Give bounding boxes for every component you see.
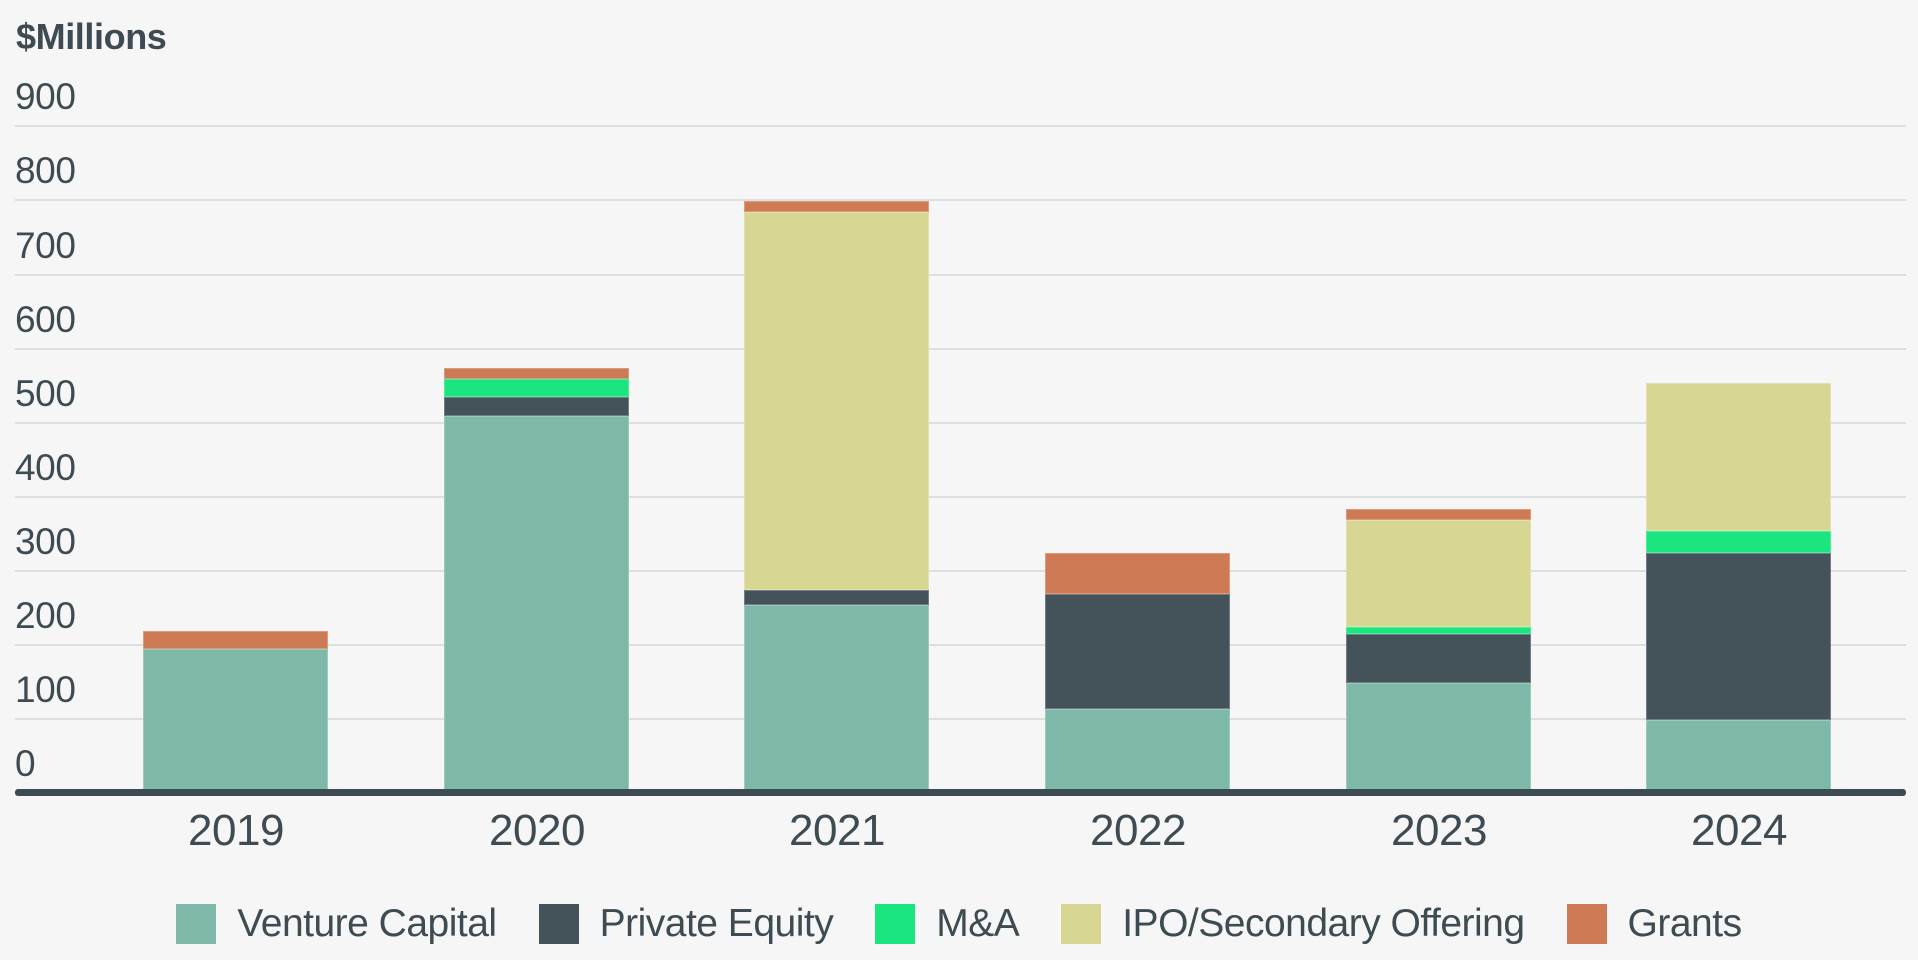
y-gridline-400 (15, 496, 1906, 498)
bar-segment-grants-2020[interactable] (444, 367, 629, 379)
bar-segment-m-a-2020[interactable] (444, 378, 629, 398)
bar-segment-grants-2021[interactable] (744, 201, 929, 213)
y-gridline-100 (15, 718, 1906, 720)
legend-label-ipo-secondary-offering: IPO/Secondary Offering (1122, 902, 1525, 945)
y-axis-title: $Millions (16, 16, 167, 57)
y-gridline-800 (15, 199, 1906, 201)
bar-segment-venture-capital-2022[interactable] (1045, 708, 1230, 790)
legend-item-venture-capital[interactable]: Venture Capital (176, 902, 497, 946)
bar-segment-ipo-secondary-offering-2024[interactable] (1646, 382, 1831, 531)
bar-segment-private-equity-2021[interactable] (744, 590, 929, 605)
legend-item-grants[interactable]: Grants (1566, 902, 1743, 946)
bar-segment-private-equity-2022[interactable] (1045, 593, 1230, 709)
x-tick-label-2022: 2022 (1090, 806, 1186, 855)
legend-swatch-venture-capital (176, 904, 217, 944)
x-tick-label-2023: 2023 (1391, 806, 1487, 855)
y-tick-label-700: 700 (15, 225, 76, 266)
bar-segment-private-equity-2023[interactable] (1346, 634, 1531, 683)
y-tick-label-200: 200 (15, 595, 76, 636)
y-tick-label-0: 0 (15, 743, 36, 784)
bar-segment-private-equity-2024[interactable] (1646, 552, 1831, 720)
y-tick-label-800: 800 (15, 150, 76, 191)
legend-swatch-private-equity (538, 904, 579, 944)
y-tick-label-600: 600 (15, 299, 76, 340)
bar-segment-venture-capital-2023[interactable] (1346, 682, 1531, 790)
y-tick-label-500: 500 (15, 373, 76, 414)
y-tick-label-100: 100 (15, 669, 76, 710)
legend-label-grants: Grants (1627, 902, 1743, 945)
y-tick-label-400: 400 (15, 447, 76, 488)
bar-segment-venture-capital-2020[interactable] (444, 415, 629, 790)
bar-segment-ipo-secondary-offering-2023[interactable] (1346, 519, 1531, 628)
y-tick-label-900: 900 (15, 76, 76, 117)
x-axis-line (15, 789, 1906, 796)
bar-segment-grants-2022[interactable] (1045, 552, 1230, 594)
y-gridline-900 (15, 125, 1906, 127)
x-tick-label-2024: 2024 (1691, 806, 1787, 855)
y-gridline-500 (15, 422, 1906, 424)
y-gridline-200 (15, 644, 1906, 646)
legend-swatch-ipo-secondary-offering (1061, 904, 1102, 944)
legend-swatch-grants (1566, 904, 1607, 944)
legend-swatch-m-a (875, 904, 916, 944)
bar-segment-ipo-secondary-offering-2021[interactable] (744, 212, 929, 590)
bar-segment-venture-capital-2019[interactable] (143, 649, 328, 790)
y-gridline-700 (15, 274, 1906, 276)
y-gridline-600 (15, 348, 1906, 350)
bar-segment-m-a-2024[interactable] (1646, 530, 1831, 553)
bar-segment-venture-capital-2021[interactable] (744, 604, 929, 790)
bar-segment-grants-2023[interactable] (1346, 508, 1531, 520)
bar-segment-grants-2019[interactable] (143, 630, 328, 650)
legend-item-private-equity[interactable]: Private Equity (538, 902, 834, 946)
bar-segment-venture-capital-2024[interactable] (1646, 719, 1831, 790)
y-tick-label-300: 300 (15, 521, 76, 562)
legend-item-ipo-secondary-offering[interactable]: IPO/Secondary Offering (1061, 902, 1525, 946)
x-tick-label-2021: 2021 (789, 806, 885, 855)
x-tick-label-2020: 2020 (489, 806, 585, 855)
x-tick-label-2019: 2019 (188, 806, 284, 855)
bar-segment-private-equity-2020[interactable] (444, 397, 629, 416)
legend-label-venture-capital: Venture Capital (237, 902, 497, 945)
legend-label-private-equity: Private Equity (599, 902, 834, 945)
legend-label-m-a: M&A (936, 902, 1020, 945)
legend-item-m-a[interactable]: M&A (875, 902, 1020, 946)
bar-segment-m-a-2023[interactable] (1346, 627, 1531, 635)
chart-legend: Venture Capital Private Equity M&A IPO/Seco… (0, 898, 1918, 950)
y-gridline-300 (15, 570, 1906, 572)
